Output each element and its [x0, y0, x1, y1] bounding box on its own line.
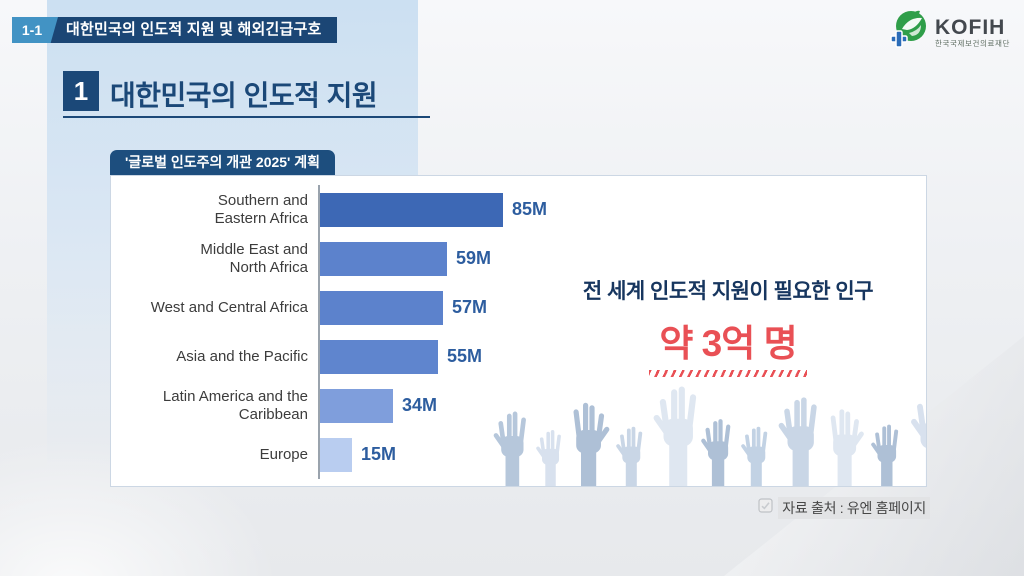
- category-label: Middle East and North Africa: [200, 240, 308, 276]
- source-line: 자료 출처 : 유엔 홈페이지: [758, 497, 930, 519]
- callout: 전 세계 인도적 지원이 필요한 인구 약 3억 명: [543, 275, 913, 377]
- chart-row: Middle East and North Africa 59M: [111, 234, 581, 283]
- raised-hand: [740, 426, 768, 486]
- bar-track: 15M: [318, 430, 581, 479]
- hands-group: [492, 386, 926, 486]
- note-icon: [758, 498, 773, 518]
- bar-chart: Southern and Eastern Africa 85M Middle East…: [111, 185, 581, 479]
- category-label: Asia and the Pacific: [176, 347, 308, 365]
- bar-track: 59M: [318, 234, 581, 283]
- bar: [320, 192, 503, 227]
- bar-track: 34M: [318, 381, 581, 430]
- raised-hand: [652, 386, 697, 486]
- section-underline: [63, 116, 430, 118]
- source-text: 자료 출처 : 유엔 홈페이지: [778, 497, 930, 519]
- category-label: Latin America and the Caribbean: [162, 387, 308, 423]
- bar: [320, 290, 443, 325]
- raised-hand: [615, 426, 643, 486]
- raised-hand: [870, 424, 899, 486]
- category-label: Europe: [259, 445, 308, 463]
- raised-hand: [573, 402, 611, 486]
- callout-underline: [649, 370, 807, 377]
- category-label: Southern and Eastern Africa: [214, 191, 308, 227]
- chart-row: Europe 15M: [111, 430, 581, 479]
- section-title: 대한민국의 인도적 지원: [110, 80, 378, 111]
- bar: [320, 388, 393, 423]
- chart-card: Southern and Eastern Africa 85M Middle East…: [110, 175, 927, 487]
- raised-hand: [535, 430, 562, 486]
- logo-subtitle: 한국국제보건의료재단: [935, 39, 1010, 49]
- section-number: 1: [63, 71, 99, 111]
- logo-cross-icon: [890, 30, 908, 48]
- raised-hand: [909, 391, 926, 486]
- callout-heading: 전 세계 인도적 지원이 필요한 인구: [582, 280, 874, 303]
- chart-row: West and Central Africa 57M: [111, 283, 581, 332]
- bar: [320, 241, 447, 276]
- bar-value-label: 85M: [512, 199, 548, 219]
- chart-row: Latin America and the Caribbean 34M: [111, 381, 581, 430]
- bar-value-label: 59M: [456, 248, 492, 268]
- raised-hand: [700, 419, 731, 486]
- callout-value: 약 3억 명: [659, 323, 797, 364]
- bar: [320, 339, 438, 374]
- kofih-logo: KOFIH 한국국제보건의료재단: [889, 9, 1010, 56]
- chart-row: Southern and Eastern Africa 85M: [111, 185, 581, 234]
- bar-track: 55M: [318, 332, 581, 381]
- bar-track: 57M: [318, 283, 581, 332]
- raised-hand: [830, 409, 865, 486]
- raised-hand: [492, 411, 527, 486]
- category-label: West and Central Africa: [150, 298, 308, 316]
- header-title: 대한민국의 인도적 지원 및 해외긴급구호: [40, 17, 338, 43]
- bar-value-label: 55M: [447, 346, 483, 366]
- bar-track: 85M: [318, 185, 581, 234]
- kofih-logo-icon: [889, 9, 929, 56]
- chart-title-tab: '글로벌 인도주의 개관 2025' 계획: [110, 150, 336, 175]
- chart-row: Asia and the Pacific 55M: [111, 332, 581, 381]
- raised-hand: [777, 397, 818, 486]
- bar-value-label: 57M: [452, 297, 488, 317]
- bar: [320, 437, 352, 472]
- bar-value-label: 15M: [361, 444, 397, 464]
- header-badge: 1-1: [12, 17, 58, 43]
- raised-hands-illustration: [492, 386, 926, 486]
- bar-value-label: 34M: [402, 395, 438, 415]
- logo-name: KOFIH: [935, 16, 1006, 40]
